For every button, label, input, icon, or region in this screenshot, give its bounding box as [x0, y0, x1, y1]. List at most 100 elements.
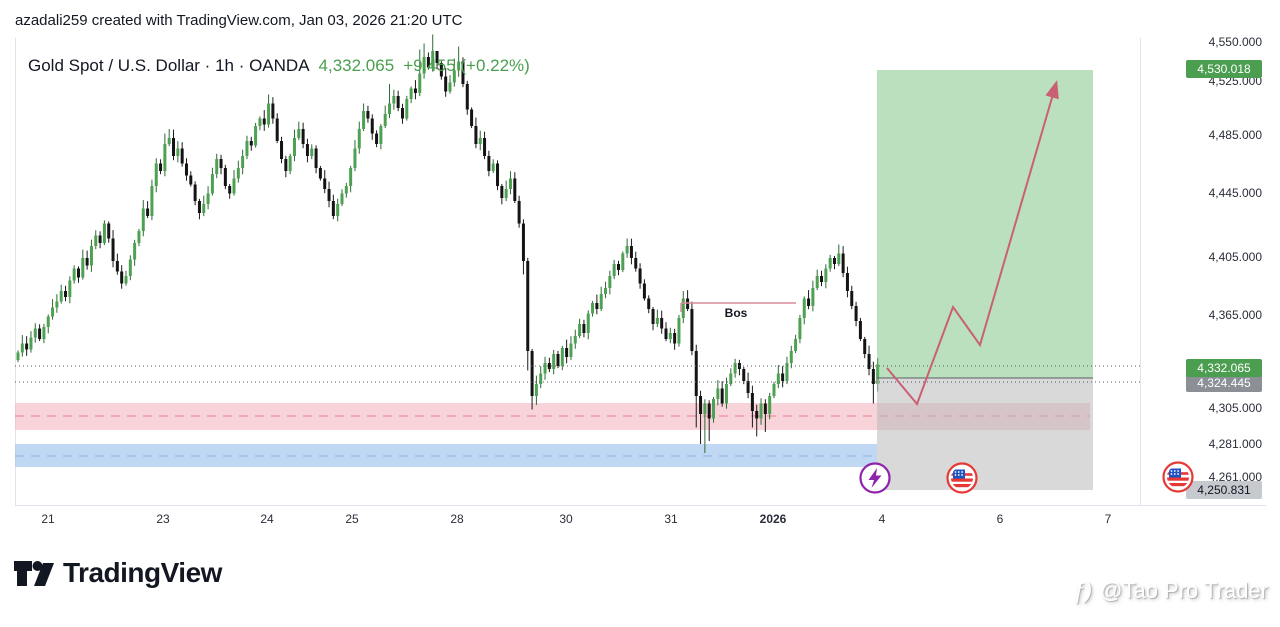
candle-up — [712, 399, 716, 419]
pane-right-border — [1140, 38, 1141, 505]
candle-down — [629, 246, 633, 258]
candle-up — [16, 352, 20, 360]
candle-down — [845, 273, 849, 291]
candle-down — [275, 118, 279, 141]
candle-up — [837, 253, 841, 264]
candle-up — [681, 298, 685, 318]
candle-up — [336, 204, 340, 216]
candle-down — [85, 258, 89, 266]
candle-up — [569, 343, 573, 357]
candle-down — [742, 369, 746, 381]
pane-bottom-border — [15, 505, 1266, 506]
candle-down — [638, 268, 642, 284]
candle-down — [396, 96, 400, 108]
candle-up — [392, 96, 396, 104]
candle-up — [258, 118, 262, 126]
tradingview-logo[interactable]: TradingView — [14, 557, 222, 589]
candle-up — [677, 318, 681, 344]
event-marker-us-flag[interactable] — [945, 461, 979, 495]
candle-up — [534, 384, 538, 396]
event-marker-lightning[interactable] — [858, 461, 892, 495]
candle-down — [863, 339, 867, 354]
candle-up — [668, 333, 672, 339]
projection-boxes[interactable] — [877, 70, 1093, 490]
candle-down — [470, 109, 474, 126]
candle-down — [595, 303, 599, 309]
candle-up — [94, 235, 98, 246]
candle-down — [530, 351, 534, 396]
candle-up — [141, 208, 145, 231]
event-marker-us-flag[interactable] — [1161, 460, 1195, 494]
candle-up — [124, 276, 128, 284]
candle-down — [305, 144, 309, 156]
candle-down — [565, 348, 569, 357]
candle-down — [400, 108, 404, 119]
candle-up — [457, 61, 461, 71]
candle-up — [802, 298, 806, 318]
candle-up — [150, 186, 154, 216]
candle-down — [331, 201, 335, 216]
candle-up — [59, 291, 63, 302]
candle-down — [98, 235, 102, 243]
trader-logo-glyph: ƒ) — [1072, 578, 1093, 603]
candle-down — [694, 351, 698, 396]
candle-up — [340, 193, 344, 204]
candle-up — [55, 301, 59, 308]
lightning-icon — [859, 462, 891, 494]
candle-up — [578, 324, 582, 336]
candle-down — [107, 223, 111, 239]
candle-down — [660, 318, 664, 329]
candle-up — [759, 403, 763, 419]
candle-up — [210, 174, 214, 194]
candle-up — [655, 318, 659, 324]
candle-up — [824, 268, 828, 282]
candle-up — [604, 288, 608, 294]
candle-down — [219, 159, 223, 168]
candle-up — [383, 114, 387, 126]
candle-up — [591, 303, 595, 314]
candle-down — [249, 141, 253, 146]
candle-up — [729, 373, 733, 384]
candle-down — [426, 57, 430, 68]
candle-up — [811, 288, 815, 306]
candle-up — [344, 186, 348, 194]
candle-down — [664, 328, 668, 339]
candle-up — [543, 363, 547, 374]
pane-left-border — [15, 38, 16, 505]
candle-up — [353, 148, 357, 168]
candle-down — [223, 168, 227, 186]
candle-up — [599, 294, 603, 309]
candle-up — [388, 103, 392, 114]
candle-down — [159, 163, 163, 171]
symbol-legend: Gold Spot / U.S. Dollar · 1h · OANDA 4,33… — [28, 56, 530, 76]
candle-up — [491, 163, 495, 171]
long-target-box[interactable] — [877, 70, 1093, 378]
trend-drawings[interactable] — [680, 80, 1059, 406]
long-risk-box[interactable] — [877, 378, 1093, 490]
candle-up — [798, 318, 802, 339]
tradingview-logo-icon — [14, 560, 54, 586]
candle-up — [206, 193, 210, 204]
candle-up — [241, 156, 245, 168]
demand-zone-blue[interactable] — [15, 444, 877, 467]
price-change: +9.455 (+0.22%) — [403, 56, 530, 75]
candle-down — [651, 309, 655, 324]
candle-down — [461, 61, 465, 84]
candle-up — [539, 373, 543, 384]
candle-up — [621, 253, 625, 270]
watermark: ƒ) @Tao Pro Trader — [1073, 578, 1268, 604]
candle-up — [789, 351, 793, 363]
attribution-text: azadali259 created with TradingView.com,… — [15, 12, 463, 29]
candle-up — [42, 327, 46, 339]
candle-up — [431, 51, 435, 68]
candle-up — [102, 223, 106, 243]
projection-arrow[interactable] — [886, 80, 1059, 406]
candle-up — [560, 348, 564, 366]
candle-up — [133, 243, 137, 260]
candle-down — [435, 51, 439, 63]
candle-up — [232, 178, 236, 194]
candle-down — [318, 168, 322, 179]
candle-up — [51, 307, 55, 317]
